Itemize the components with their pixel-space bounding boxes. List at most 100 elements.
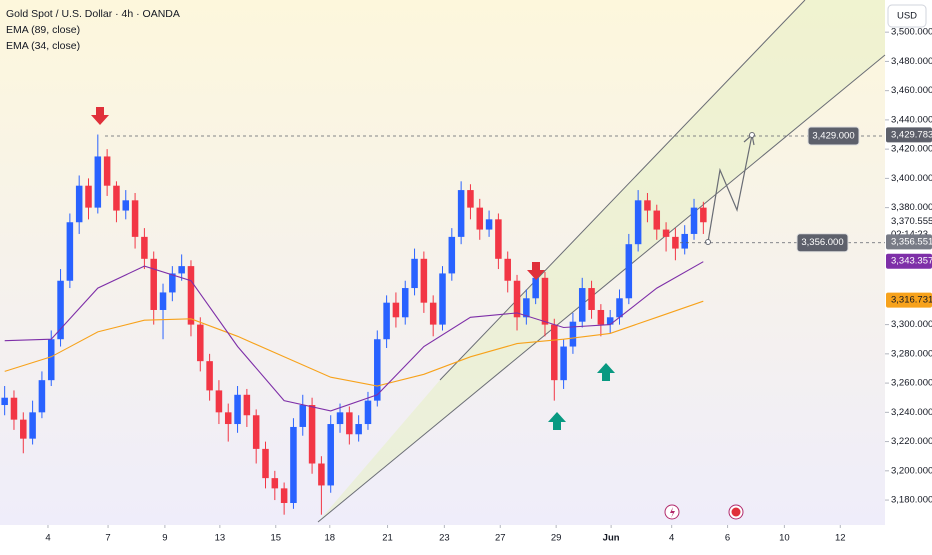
candle-body (578, 288, 586, 322)
currency-button[interactable] (887, 4, 927, 28)
candle-body (206, 361, 213, 391)
candle-body (290, 426, 297, 503)
ema-line (4, 261, 704, 412)
time-axis (0, 525, 885, 550)
y-tick-label: 3,180.000 (891, 495, 932, 506)
sell-arrow (527, 262, 545, 280)
candle-body (66, 222, 74, 281)
y-tick-label: 3,460.000 (891, 85, 932, 96)
price-label-box (886, 127, 932, 143)
candle-body (57, 280, 64, 340)
candle-body (644, 200, 651, 211)
candle-body (94, 156, 102, 208)
candle-body (150, 258, 157, 310)
candle-body (467, 190, 474, 208)
y-tick-label: 3,280.000 (891, 348, 932, 359)
candle-body (346, 412, 353, 435)
candle-body (178, 266, 185, 274)
sell-arrow (91, 107, 109, 125)
currency-label[interactable]: USD (897, 11, 917, 22)
y-tick-label: 3,240.000 (891, 407, 932, 418)
candle-body (336, 412, 344, 425)
channel-upper (439, 0, 806, 381)
x-tick-label: 12 (835, 533, 846, 544)
x-tick-label: 4 (669, 533, 674, 544)
x-tick-label: 9 (162, 533, 167, 544)
candle-body (569, 321, 577, 347)
candle-body (588, 288, 595, 310)
level-label: 3,429.000 (812, 130, 854, 141)
y-tick-label: 3,440.000 (891, 114, 932, 125)
candle-body (85, 185, 92, 208)
projection-path (707, 134, 753, 243)
level-box (796, 233, 849, 253)
x-tick-label: 7 (105, 533, 110, 544)
x-tick-label: 27 (495, 533, 506, 544)
candle-body (662, 229, 670, 237)
candle-body (327, 424, 334, 486)
candle-body (299, 405, 307, 427)
y-tick-label: 3,480.000 (891, 56, 932, 67)
candle-body (448, 236, 456, 274)
candle-body (504, 258, 511, 281)
candle-body (672, 236, 679, 249)
candle-body (634, 200, 642, 245)
candle-body (681, 233, 688, 249)
candle-body (513, 280, 521, 318)
x-tick-label: 10 (779, 533, 790, 544)
buy-arrow (597, 363, 615, 381)
candle-body (551, 324, 558, 381)
y-tick-label: 3,500.000 (891, 27, 932, 38)
candle-body (141, 236, 148, 259)
plot (1, 134, 707, 515)
candle-body (280, 488, 288, 503)
candle-body (364, 400, 372, 425)
candle-body (495, 219, 502, 259)
x-tick-label: Jun (603, 533, 620, 544)
x-tick-label: 6 (725, 533, 730, 544)
candle-body (215, 390, 223, 413)
candle-body (700, 207, 707, 223)
legend-entry: EMA (89, close) (6, 24, 80, 36)
y-tick-label: 3,380.000 (891, 202, 932, 213)
candle-body (560, 346, 567, 381)
y-tick-label: 3,300.000 (891, 319, 932, 330)
event-icon-flag (731, 507, 741, 517)
candle-body (20, 419, 27, 439)
x-tick-label: 18 (324, 533, 335, 544)
candle-body (122, 200, 130, 211)
candle-body (113, 185, 120, 211)
candle-body (383, 302, 390, 340)
candle-body (485, 219, 493, 230)
x-tick-label: 29 (551, 533, 562, 544)
candle-body (187, 266, 195, 325)
y-tick-label: 3,200.000 (891, 465, 932, 476)
x-tick-label: 15 (270, 533, 281, 544)
price-label: 3,343.357 (891, 256, 932, 267)
candle-body (420, 258, 428, 303)
candle-body (1, 397, 8, 406)
candle-body (597, 309, 605, 325)
candle-body (29, 412, 36, 439)
price-label: 3,316.731 (891, 295, 932, 306)
candle-body (457, 190, 465, 237)
candle-body (429, 302, 437, 325)
price-label: 3,356.551 (891, 236, 932, 247)
chart-title: Gold Spot / U.S. Dollar · 4h · OANDA (6, 8, 180, 20)
legend-entry: EMA (34, close) (6, 40, 80, 52)
candle-body (616, 298, 623, 318)
candle-body (234, 394, 241, 425)
candle-body (355, 424, 362, 435)
candle-body (523, 298, 530, 318)
candle-body (224, 412, 232, 425)
candle-body (476, 207, 484, 230)
candle-body (47, 339, 55, 381)
candle-body (392, 302, 400, 318)
x-tick-label: 13 (215, 533, 226, 544)
candle-body (374, 339, 381, 401)
candle-body (131, 200, 139, 237)
candle-body (401, 288, 409, 318)
level-label: 3,356.000 (801, 237, 843, 248)
candle-body (75, 185, 83, 223)
candle-body (271, 478, 279, 489)
